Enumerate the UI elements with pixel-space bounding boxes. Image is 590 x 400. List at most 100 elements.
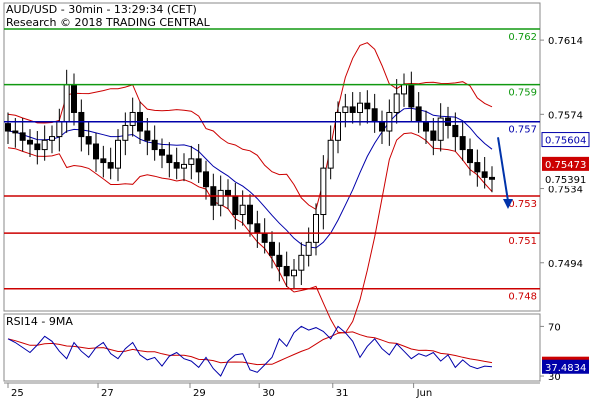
price-tag-box	[542, 156, 589, 171]
price-tag-box	[541, 132, 590, 148]
candle-body	[225, 189, 231, 197]
level-label: 0.753	[508, 199, 537, 210]
candle-body	[100, 158, 107, 164]
candle-body	[159, 149, 165, 156]
date-tick-label: 31	[336, 388, 349, 399]
candle-body	[217, 189, 224, 206]
candle-body	[489, 176, 495, 180]
candle-body	[481, 171, 488, 178]
candle-body	[247, 204, 253, 225]
candle-body	[34, 143, 41, 151]
candle-body	[85, 136, 92, 145]
candle-body	[115, 139, 121, 169]
forecast-line	[497, 137, 509, 202]
candle-body	[298, 254, 305, 271]
candle-body	[144, 130, 151, 141]
candle-body	[364, 102, 371, 110]
candle-body	[49, 136, 55, 141]
candle-body	[129, 111, 136, 126]
level-label: 0.759	[508, 88, 537, 99]
candle-body	[349, 106, 356, 113]
candle-body	[327, 139, 334, 169]
level-label: 0.762	[508, 32, 537, 43]
candle-body	[276, 254, 283, 267]
price-tick-label: 0.7494	[548, 259, 583, 270]
candlesticks	[5, 69, 495, 289]
chart-title: AUD/USD - 30min - 13:29:34 (CET)	[6, 3, 197, 16]
candle-body	[195, 158, 202, 173]
candle-body	[357, 102, 363, 113]
candle-body	[269, 241, 275, 256]
candle-body	[459, 136, 466, 151]
candle-body	[232, 195, 239, 216]
candle-body	[452, 124, 459, 138]
candle-body	[56, 121, 63, 138]
candle-body	[63, 84, 70, 123]
forecast-arrowhead	[503, 198, 513, 209]
candle-body	[27, 139, 33, 145]
candle-body	[423, 121, 429, 132]
candle-body	[305, 241, 312, 256]
price-tag-label: 0.75604	[545, 136, 586, 147]
candle-body	[78, 111, 85, 138]
date-axis: 25 27 29 30 31 Jun	[7, 383, 433, 399]
price-tags: 0.75604 0.75473 0.75391	[541, 132, 590, 187]
level-label: 0.748	[508, 292, 537, 303]
rsi-tick-label: 70	[548, 322, 561, 333]
candle-body	[239, 204, 246, 216]
candle-body	[12, 130, 19, 134]
price-tick-label: 0.7614	[548, 36, 583, 47]
main-plot-frame	[3, 2, 541, 312]
candle-body	[261, 232, 268, 243]
candle-body	[408, 84, 415, 108]
date-tick-label: Jun	[416, 388, 433, 399]
candle-body	[283, 265, 290, 277]
candle-body	[291, 269, 297, 277]
candle-body	[41, 139, 48, 151]
rsi-plot-frame	[3, 313, 541, 382]
rsi-tick-label: 30	[548, 372, 561, 383]
candle-body	[151, 139, 158, 151]
candle-body	[107, 162, 114, 169]
candle-body	[173, 162, 180, 169]
forecast-arrow	[497, 137, 513, 209]
candle-body	[335, 111, 341, 141]
level-label: 0.751	[508, 236, 537, 247]
chart-copyright: Research © 2018 TRADING CENTRAL	[6, 16, 211, 29]
key-levels: 0.762 0.759 0.757 0.753 0.751 0.748	[4, 28, 540, 303]
candle-body	[313, 214, 319, 243]
price-tag-box	[542, 172, 589, 187]
rsi-lines	[7, 325, 493, 377]
rsi-tag-label: 37.4834	[545, 363, 586, 374]
candle-body	[379, 121, 385, 132]
candle-body	[122, 124, 129, 141]
rsi-ma-line	[7, 331, 493, 366]
price-tag-label: 0.75473	[545, 160, 586, 171]
candle-body	[393, 93, 400, 113]
candle-body	[401, 84, 407, 95]
price-tick-label: 0.7534	[548, 185, 583, 196]
level-label: 0.757	[508, 125, 537, 136]
rsi-tag-box	[542, 359, 589, 374]
date-tick-label: 30	[262, 388, 275, 399]
date-tick-label: 25	[11, 388, 24, 399]
candle-body	[71, 84, 77, 113]
price-tick-label: 0.7574	[548, 110, 583, 121]
candle-body	[19, 132, 26, 141]
price-axis: 0.7614 0.7574 0.7534 0.7494	[540, 36, 583, 270]
candle-body	[474, 162, 481, 173]
candle-body	[437, 117, 444, 141]
rsi-axis: 703039.957837.4834	[540, 322, 589, 383]
candle-body	[188, 158, 195, 165]
candle-body	[181, 163, 187, 169]
candle-body	[320, 167, 327, 216]
candle-body	[415, 106, 422, 123]
date-tick-label: 27	[101, 388, 114, 399]
rsi-line	[7, 325, 493, 377]
candle-body	[430, 130, 437, 141]
candle-body	[254, 223, 261, 234]
candle-body	[203, 171, 209, 188]
candle-body	[166, 154, 173, 164]
rsi-label: RSI14 - 9MA	[6, 315, 73, 328]
